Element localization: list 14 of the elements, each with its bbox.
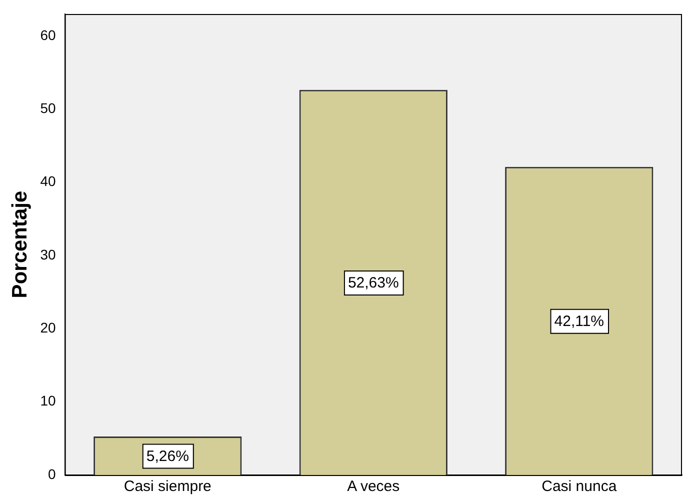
x-tick-label: Casi nunca <box>542 478 618 496</box>
data-label: 5,26% <box>146 448 189 465</box>
y-tick-label: 0 <box>48 466 56 482</box>
y-tick-label: 60 <box>40 26 56 43</box>
data-label: 42,11% <box>554 313 604 330</box>
x-tick-label: Casi siempre <box>124 478 212 496</box>
y-tick-label: 20 <box>40 320 56 336</box>
y-axis-title: Porcentaje <box>8 190 32 298</box>
y-tick-label: 30 <box>40 246 56 262</box>
x-tick-label: A veces <box>347 478 400 496</box>
y-tick-label: 50 <box>40 100 56 116</box>
y-tick-label: 10 <box>40 392 56 409</box>
y-tick-label: 40 <box>40 173 56 190</box>
data-label: 52,63% <box>348 274 399 292</box>
